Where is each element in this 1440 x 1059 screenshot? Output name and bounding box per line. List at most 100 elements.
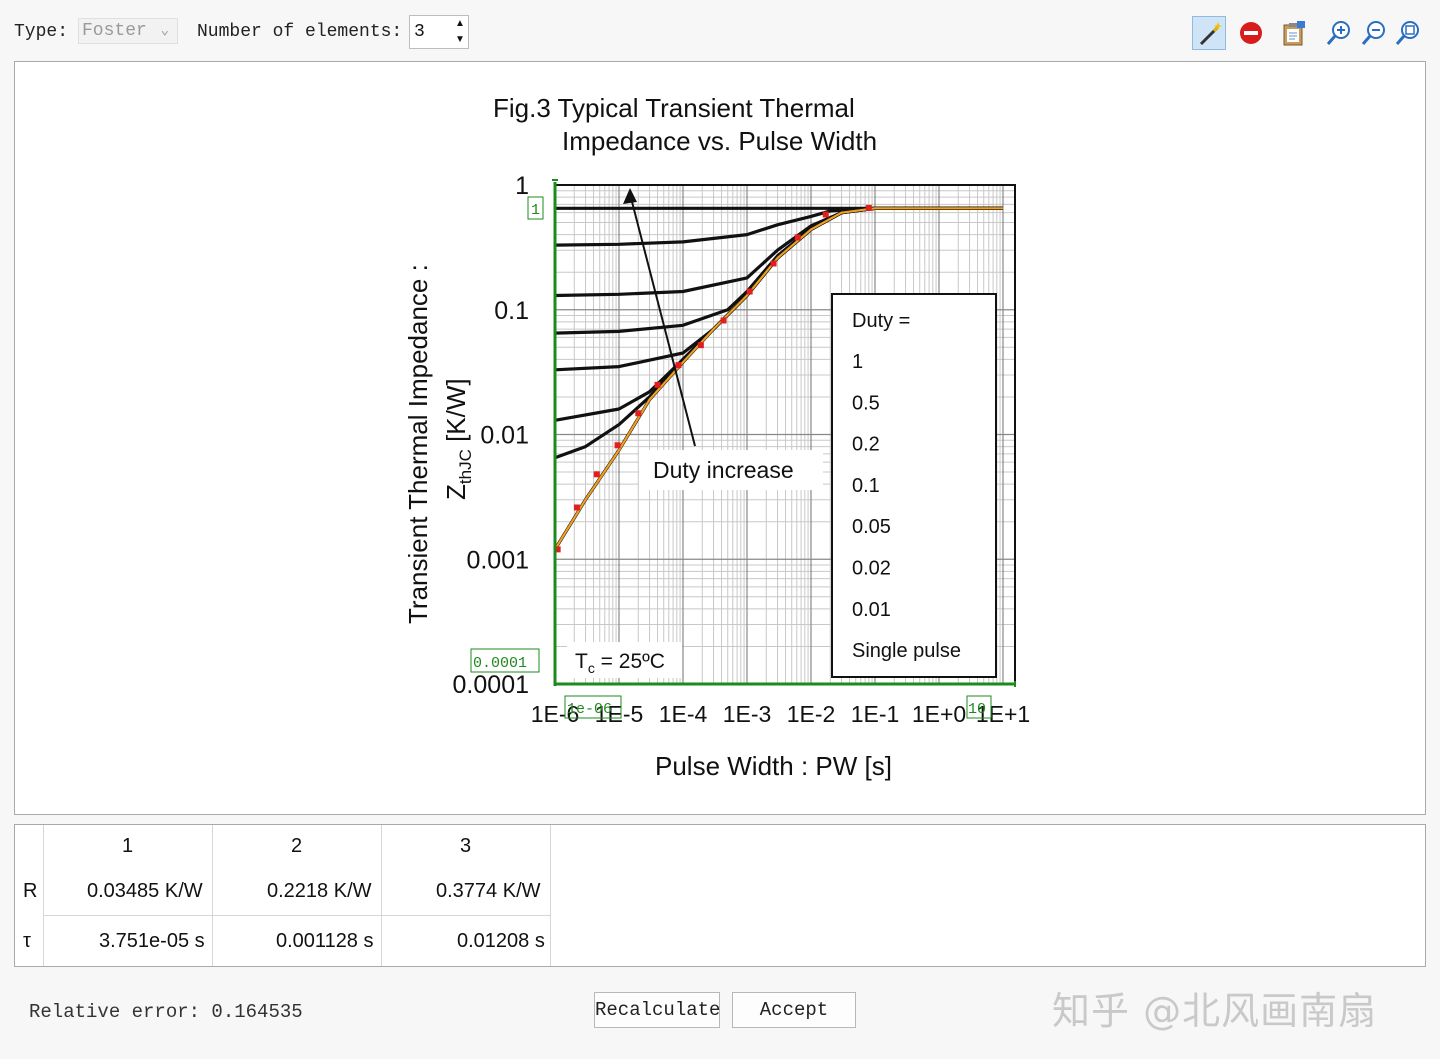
data-point: [720, 317, 727, 324]
relative-error-label: Relative error: 0.164535: [29, 1001, 303, 1023]
duty-annotation: Duty increase: [653, 457, 794, 483]
x-tick-label: 1E-6: [531, 701, 580, 727]
data-point: [746, 288, 753, 295]
elements-label: Number of elements:: [197, 22, 403, 42]
data-point: [593, 471, 600, 478]
table-cell[interactable]: 0.03485 K/W: [87, 880, 203, 902]
toolbar: Type: Foster ⌄ Number of elements: 3 ▲ ▼: [0, 0, 1440, 62]
data-point: [794, 234, 801, 241]
marker-y-top-box: [527, 196, 544, 220]
chart-panel[interactable]: Fig.3 Typical Transient Thermal Impedanc…: [14, 61, 1426, 815]
legend-item: 0.05: [852, 516, 891, 538]
table-cell[interactable]: 3.751e-05 s: [99, 930, 205, 952]
accept-button[interactable]: Accept: [732, 992, 856, 1028]
data-point: [865, 204, 872, 211]
data-point: [770, 260, 777, 267]
y-tick-label: 0.0001: [453, 671, 529, 699]
legend-items: 1 0.5 0.2 0.1 0.05 0.02 0.01 Single pulse: [852, 351, 961, 662]
marker-x-left-box: [564, 695, 622, 719]
y-tick-label: 0.001: [466, 546, 529, 574]
type-label: Type:: [14, 22, 69, 42]
row-header-r[interactable]: R: [23, 880, 38, 902]
zoom-in-icon: [1326, 21, 1350, 45]
tc-label: Tc = 25ºC: [575, 650, 665, 676]
chevron-down-icon: ⌄: [160, 23, 169, 39]
zoom-fit-icon: [1395, 21, 1419, 45]
x-tick-label: 1E-3: [723, 701, 772, 727]
remove-icon: [1240, 22, 1262, 44]
table-cell[interactable]: 0.001128 s: [276, 930, 374, 952]
x-tick-label: 1E-5: [595, 701, 644, 727]
sample-points: [554, 204, 872, 553]
zoom-out-icon: [1361, 21, 1385, 45]
watermark: 知乎 @北风画南扇: [1052, 989, 1378, 1033]
data-point: [675, 362, 682, 369]
zoom-out-button[interactable]: [1357, 16, 1391, 50]
x-tick-label: 1E-2: [787, 701, 836, 727]
recalculate-button[interactable]: Recalculate: [594, 992, 720, 1028]
type-select-value: Foster: [82, 21, 147, 41]
legend-item: 0.5: [852, 392, 880, 414]
data-point: [554, 546, 561, 553]
marker-x-left: 1e-06: [567, 701, 612, 718]
data-point: [614, 442, 621, 449]
elements-spinbox[interactable]: 3 ▲ ▼: [409, 15, 469, 49]
legend-item: 0.1: [852, 475, 880, 497]
marker-y-bottom-box: [470, 648, 540, 673]
spin-up-icon[interactable]: ▲: [455, 18, 465, 29]
legend-item: 0.01: [852, 599, 891, 621]
marker-x-right-box: [966, 695, 992, 719]
data-point: [697, 342, 704, 349]
table-cell[interactable]: 0.3774 K/W: [436, 880, 541, 902]
elements-value: 3: [414, 22, 425, 42]
y-tick-label: 1: [515, 172, 529, 200]
y-tick-label: 0.01: [480, 422, 529, 450]
y-axis-label-line1: Transient Thermal Impedance :: [403, 264, 433, 624]
x-tick-label: 1E+0: [912, 701, 966, 727]
x-tick-label: 1E-4: [659, 701, 708, 727]
fit-line: [554, 207, 1003, 550]
x-axis-label: Pulse Width : PW [s]: [655, 751, 892, 781]
y-axis-label-line2: ZthJC [K/W]: [441, 378, 475, 500]
marker-x-right: 10: [968, 701, 986, 718]
fit-curve: [554, 207, 1003, 550]
legend-title: Duty =: [852, 310, 910, 332]
legend-item: 1: [852, 351, 863, 373]
chart-title-line2: Impedance vs. Pulse Width: [562, 126, 877, 156]
table-cell[interactable]: 0.01208 s: [457, 930, 545, 952]
legend-item: Single pulse: [852, 640, 961, 662]
clipboard-icon: [1283, 21, 1305, 46]
tc-box: [567, 642, 682, 678]
legend-item: 0.02: [852, 558, 891, 580]
remove-button[interactable]: [1234, 16, 1268, 50]
x-tick-label: 1E-1: [851, 701, 900, 727]
y-tick-label: 0.1: [494, 297, 529, 325]
marker-y-bottom: 0.0001: [473, 655, 527, 672]
zoom-in-button[interactable]: [1322, 16, 1356, 50]
type-select[interactable]: Foster ⌄: [78, 18, 178, 44]
magic-wand-button[interactable]: [1192, 16, 1226, 50]
data-point: [822, 211, 829, 218]
magic-wand-icon: [1199, 22, 1222, 46]
clipboard-button[interactable]: [1277, 16, 1311, 50]
row-header-tau[interactable]: τ: [23, 930, 31, 952]
zoom-fit-button[interactable]: [1391, 16, 1425, 50]
duty-arrow-line: [629, 193, 696, 447]
table-cell[interactable]: 0.2218 K/W: [267, 880, 372, 902]
column-header[interactable]: 2: [291, 835, 303, 857]
marker-y-top: 1: [531, 202, 540, 219]
data-point: [654, 381, 661, 388]
duty-arrow-head: [623, 188, 637, 204]
x-tick-label: 1E+1: [976, 701, 1030, 727]
column-header[interactable]: 3: [460, 835, 472, 857]
legend-box: [831, 293, 997, 678]
thermal-impedance-chart[interactable]: Fig.3 Typical Transient Thermal Impedanc…: [15, 62, 1425, 814]
duty-annotation-box: [639, 450, 823, 490]
column-header[interactable]: 1: [122, 835, 134, 857]
legend-item: 0.2: [852, 434, 880, 456]
parameters-table: 1 2 3 R 0.03485 K/W 0.2218 K/W 0.3774 K/…: [14, 824, 1426, 967]
data-point: [573, 504, 580, 511]
data-point: [635, 410, 642, 417]
spin-down-icon[interactable]: ▼: [455, 34, 465, 45]
